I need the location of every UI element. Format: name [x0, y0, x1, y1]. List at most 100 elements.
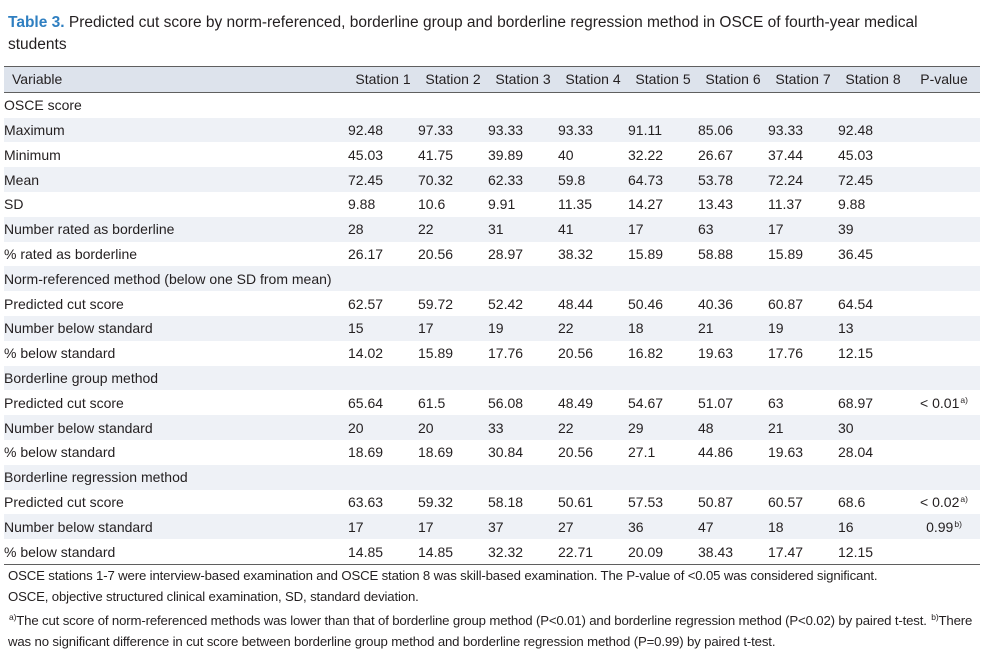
cell-station-4: 27 [558, 518, 574, 535]
cell-station-1: 26.17 [348, 245, 384, 262]
cell-station-6: 48 [698, 419, 714, 436]
cell-station-6: 38.43 [698, 543, 734, 560]
cell-p-value: < 0.02a) [908, 490, 980, 515]
group-row: OSCE score [4, 92, 980, 117]
cell-station-2: 22 [418, 221, 434, 238]
table-caption: Predicted cut score by norm-referenced, … [8, 14, 918, 53]
cell-station-3: 33 [488, 419, 504, 436]
group-label: Borderline regression method [4, 469, 188, 486]
cell-station-8: 28.04 [838, 444, 874, 461]
cell-station-6: 85.06 [698, 121, 734, 138]
cell-station-5: 50.46 [628, 295, 664, 312]
row-label: Predicted cut score [4, 394, 124, 411]
table-row: Maximum 92.48 97.33 93.33 93.33 91.11 85.06 93.… [4, 117, 980, 143]
cell-station-1: 14.85 [348, 543, 384, 560]
cell-station-6: 51.07 [698, 394, 734, 411]
cell-station-4: 40 [558, 146, 574, 163]
cell-station-8: 39 [838, 221, 854, 238]
cell-p-value [908, 316, 980, 341]
row-label: % rated as borderline [4, 245, 138, 262]
cell-station-7: 63 [768, 394, 784, 411]
cell-station-1: 92.48 [348, 121, 384, 138]
cell-station-6: 40.36 [698, 295, 734, 312]
cell-station-2: 14.85 [418, 543, 454, 560]
cell-station-1: 17 [348, 518, 364, 535]
row-label: Number below standard [4, 419, 153, 436]
cell-station-5: 17 [628, 221, 644, 238]
cell-station-4: 11.35 [558, 196, 592, 213]
column-header: Station 6 [705, 71, 761, 88]
footnote-a-text: The cut score of norm-referenced methods… [16, 613, 931, 628]
cell-station-5: 64.73 [628, 171, 664, 188]
cell-station-2: 15.89 [418, 345, 454, 362]
cell-p-value [908, 167, 980, 192]
column-header: Station 1 [355, 71, 411, 88]
cell-station-3: 93.33 [488, 121, 524, 138]
cell-station-3: 17.76 [488, 345, 524, 362]
table-row: Predicted cut score 62.57 59.72 52.42 48.44 5… [4, 291, 980, 316]
column-header: Station 5 [635, 71, 691, 88]
cell-station-2: 59.72 [418, 295, 454, 312]
cell-station-7: 60.87 [768, 295, 804, 312]
cell-station-5: 16.82 [628, 345, 664, 362]
cell-station-4: 41 [558, 221, 574, 238]
p-value-footnote-marker: b) [954, 518, 962, 529]
p-value-footnote-marker: a) [960, 493, 968, 504]
cell-p-value [908, 118, 980, 143]
cell-station-3: 56.08 [488, 394, 524, 411]
cell-station-7: 18 [768, 518, 784, 535]
cell-station-3: 39.89 [488, 146, 524, 163]
group-label: OSCE score [4, 97, 82, 114]
cell-station-2: 17 [418, 518, 434, 535]
cell-p-value [908, 242, 980, 267]
row-label: Number below standard [4, 320, 153, 337]
cell-station-5: 54.67 [628, 394, 664, 411]
cell-station-7: 72.24 [768, 171, 804, 188]
table-row: Number below standard 15 17 19 22 18 21 19 13 [4, 315, 980, 341]
table-row: Number below standard 17 17 37 27 36 47 18 16 0.9… [4, 514, 980, 540]
cell-station-5: 91.11 [628, 121, 662, 138]
p-value-text: < 0.02 [920, 493, 960, 510]
row-label: Minimum [4, 146, 61, 163]
cell-station-6: 50.87 [698, 493, 734, 510]
cell-station-6: 19.63 [698, 345, 734, 362]
cell-station-8: 12.15 [838, 345, 874, 362]
table-number: Table 3. [8, 14, 65, 31]
cell-station-5: 27.1 [628, 444, 656, 461]
row-label: % below standard [4, 345, 116, 362]
table-row: Minimum 45.03 41.75 39.89 40 32.22 26.67 37.44 4… [4, 142, 980, 167]
column-header: Station 4 [565, 71, 621, 88]
row-label: % below standard [4, 444, 116, 461]
row-label: Mean [4, 171, 40, 188]
cell-station-7: 15.89 [768, 245, 804, 262]
cell-station-8: 36.45 [838, 245, 874, 262]
cell-station-8: 16 [838, 518, 854, 535]
results-table: Variable Station 1 Station 2 Station 3 Stati… [4, 66, 980, 565]
cell-station-8: 13 [838, 320, 854, 337]
cell-station-6: 47 [698, 518, 714, 535]
cell-station-6: 21 [698, 320, 714, 337]
cell-station-2: 18.69 [418, 444, 454, 461]
cell-station-2: 41.75 [418, 146, 454, 163]
footnote-a-marker: a) [9, 612, 17, 622]
cell-station-3: 52.42 [488, 295, 524, 312]
cell-station-5: 14.27 [628, 196, 664, 213]
cell-station-8: 92.48 [838, 121, 874, 138]
cell-station-1: 14.02 [348, 345, 384, 362]
cell-station-2: 59.32 [418, 493, 454, 510]
group-label: Borderline group method [4, 369, 159, 386]
column-header-variable: Variable [12, 71, 63, 88]
cell-station-5: 18 [628, 320, 644, 337]
table-footnotes: OSCE stations 1-7 were interview-based e… [8, 566, 980, 652]
cell-station-5: 36 [628, 518, 644, 535]
cell-station-5: 29 [628, 419, 644, 436]
cell-station-7: 37.44 [768, 146, 804, 163]
cell-station-2: 20 [418, 419, 434, 436]
cell-station-7: 60.57 [768, 493, 804, 510]
cell-station-3: 30.84 [488, 444, 524, 461]
cell-station-1: 63.63 [348, 493, 384, 510]
row-label: Predicted cut score [4, 493, 124, 510]
cell-station-4: 22.71 [558, 543, 594, 560]
cell-station-7: 19.63 [768, 444, 804, 461]
cell-station-4: 59.8 [558, 171, 586, 188]
